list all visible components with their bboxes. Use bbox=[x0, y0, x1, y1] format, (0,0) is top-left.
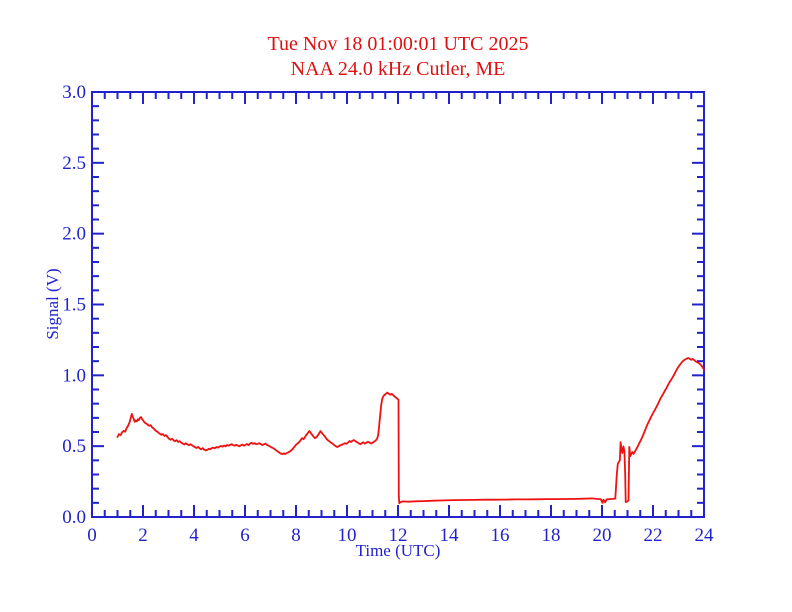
chart-title-date: Tue Nov 18 01:00:01 UTC 2025 bbox=[267, 33, 529, 55]
x-tick-label: 16 bbox=[491, 525, 510, 546]
x-tick-label: 10 bbox=[338, 525, 357, 546]
x-tick-label: 0 bbox=[87, 525, 97, 546]
x-tick-label: 12 bbox=[389, 525, 408, 546]
y-tick-label: 3.0 bbox=[62, 82, 86, 103]
x-tick-label: 24 bbox=[695, 525, 715, 546]
y-tick-label: 2.5 bbox=[62, 153, 86, 174]
chart-subtitle-station: NAA 24.0 kHz Cutler, ME bbox=[290, 58, 506, 80]
x-tick-label: 4 bbox=[189, 525, 199, 546]
y-tick-label: 0.0 bbox=[62, 507, 86, 528]
x-tick-label: 2 bbox=[138, 525, 148, 546]
plot-frame bbox=[91, 91, 705, 518]
x-tick-label: 20 bbox=[593, 525, 612, 546]
x-tick-label: 6 bbox=[240, 525, 250, 546]
x-tick-label: 14 bbox=[440, 525, 460, 546]
x-axis-label: Time (UTC) bbox=[355, 541, 441, 560]
y-axis-label: Signal (V) bbox=[43, 268, 62, 340]
y-tick-label: 0.5 bbox=[62, 436, 86, 457]
y-tick-label: 1.0 bbox=[62, 365, 86, 386]
y-tick-label: 1.5 bbox=[62, 295, 86, 316]
x-tick-label: 18 bbox=[542, 525, 561, 546]
y-tick-label: 2.0 bbox=[62, 224, 86, 245]
x-tick-label: 22 bbox=[644, 525, 663, 546]
signal-trace bbox=[116, 357, 705, 505]
x-tick-label: 8 bbox=[291, 525, 301, 546]
